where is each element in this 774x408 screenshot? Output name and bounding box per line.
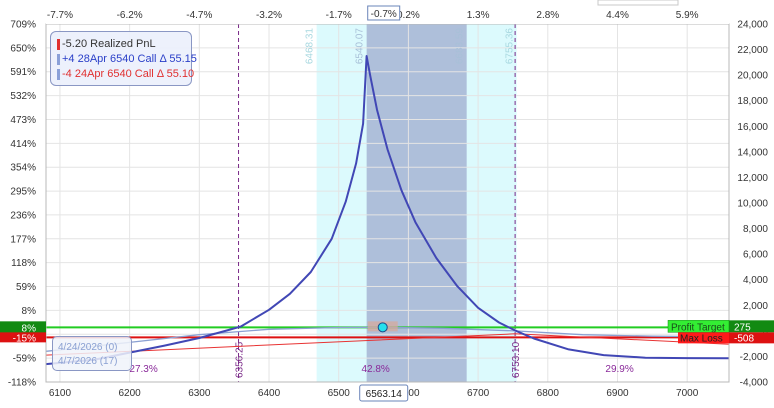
max-loss-value-badge [729,332,774,344]
probability-label: 42.8% [361,364,389,375]
legend-label: +4 28Apr 6540 Call Δ 55.15 [62,53,197,65]
top-axis-tick-label: 1.3% [467,10,490,21]
left-axis-tick-label: 177% [10,234,36,245]
right-axis-tick-label: 22,000 [737,45,768,56]
expiry-item[interactable]: 4/24/2026 (0) [58,342,118,353]
max-loss-badge-label: Max Loss [680,333,723,344]
red-trend-line [45,333,730,356]
legend-label: -4 24Apr 6540 Call Δ 55.10 [62,68,195,80]
x-axis-tick-label: 6700 [467,388,490,399]
right-axis-tick-label: 24,000 [737,20,768,31]
right-axis-tick-label: 16,000 [737,122,768,133]
right-axis-tick-label: 8,000 [743,224,768,235]
breakeven-label: 6753.10 [511,341,522,378]
left-axis-tick-label: 8% [22,306,37,317]
right-axis-tick-label: 12,000 [737,173,768,184]
right-axis-tick-label: 6,000 [743,250,768,261]
legend-label: -5.20 Realized PnL [62,38,156,50]
legend-swatch [57,69,60,80]
left-axis-tick-label: -118% [8,378,36,389]
left-axis-tick-label: 650% [10,43,36,54]
left-axis-tick-label: -59% [13,354,36,365]
expiry-legend[interactable]: 4/24/2026 (0) 4/7/2026 (17) [52,336,132,371]
top-axis-tick-label: 5.9% [676,10,699,21]
top-axis-tick-label: 4.4% [606,10,629,21]
current-price-badge-label: 6563.14 [366,389,403,400]
right-axis-tick-label: 14,000 [737,147,768,158]
band-edge-label: 6468.31 [305,28,316,65]
loss-pct-badge-label: -15% [13,333,36,344]
probability-label: 29.9% [605,364,633,375]
top-axis-tick-label: 2.8% [536,10,559,21]
probability-label: 27.3% [129,364,157,375]
position-legend[interactable]: -5.20 Realized PnL +4 28Apr 6540 Call Δ … [50,31,197,86]
x-axis-tick-label: 6900 [606,388,629,399]
right-axis-tick-label: 18,000 [737,96,768,107]
max-loss-badge [678,332,729,344]
current-price-badge [359,384,409,402]
left-axis-tick-label: 354% [10,163,36,174]
left-axis-tick-label: 532% [10,91,36,102]
right-axis-tick-label: 20,000 [737,71,768,82]
profit-pct-badge-label: 8% [22,323,37,334]
pnl-curve-expiry [45,55,730,366]
left-axis-tick-label: 414% [10,139,36,150]
band-edge-label: 6540.07 [355,28,366,65]
top-axis-tick-label: -7.7% [47,10,73,21]
top-axis-current-box [367,5,401,21]
x-axis-tick-label: 6600 [397,388,420,399]
profit-target-value-label: 275 [734,322,751,333]
toolbar-edge [597,0,679,6]
breakeven-label: 6356.25 [235,341,246,378]
current-price-dot [377,322,388,333]
x-axis-tick-label: 6800 [537,388,560,399]
left-axis-tick-label: 709% [10,20,36,31]
x-axis-tick-label: 6400 [258,388,281,399]
profit-pct-badge [0,321,46,334]
x-axis-tick-label: 6500 [328,388,351,399]
x-axis-tick-label: 6200 [119,388,142,399]
x-axis-tick-label: 6100 [49,388,72,399]
top-axis-tick-label: -4.7% [186,10,212,21]
top-axis-tick-label: -3.2% [256,10,282,21]
right-axis-tick-label: 2,000 [743,301,768,312]
right-axis-tick-label: -4,000 [740,378,769,389]
x-axis-tick-label: 7000 [676,388,699,399]
legend-swatch [57,39,60,50]
right-axis-tick-label: -2,000 [740,352,769,363]
left-axis-tick-label: 118% [11,258,36,269]
legend-swatch [57,54,60,65]
left-axis-tick-label: 591% [10,67,36,78]
left-axis-tick-label: 59% [16,282,36,293]
x-axis-tick-label: 6300 [188,388,211,399]
left-axis-tick-label: 473% [10,115,36,126]
expiry-item[interactable]: 4/7/2026 (17) [58,356,118,367]
profit-target-value-badge [729,320,774,333]
top-axis-tick-label: -6.2% [117,10,143,21]
left-axis-tick-label: 295% [10,187,36,198]
top-axis-tick-label: -1.7% [326,10,352,21]
left-axis-tick-label: 236% [10,210,36,221]
top-axis-tick-label: 0.2% [397,10,420,21]
right-axis-tick-label: 10,000 [737,199,768,210]
profit-target-badge-label: Profit Target [671,322,725,333]
right-axis-tick-label: 4,000 [743,275,768,286]
loss-pct-badge [0,332,46,343]
band-edge-label: 6755.36 [505,28,516,65]
max-loss-value-label: -508 [734,333,754,344]
band-edge-label: 6683.59 [455,28,466,65]
top-axis-current-label: -0.7% [371,9,397,20]
